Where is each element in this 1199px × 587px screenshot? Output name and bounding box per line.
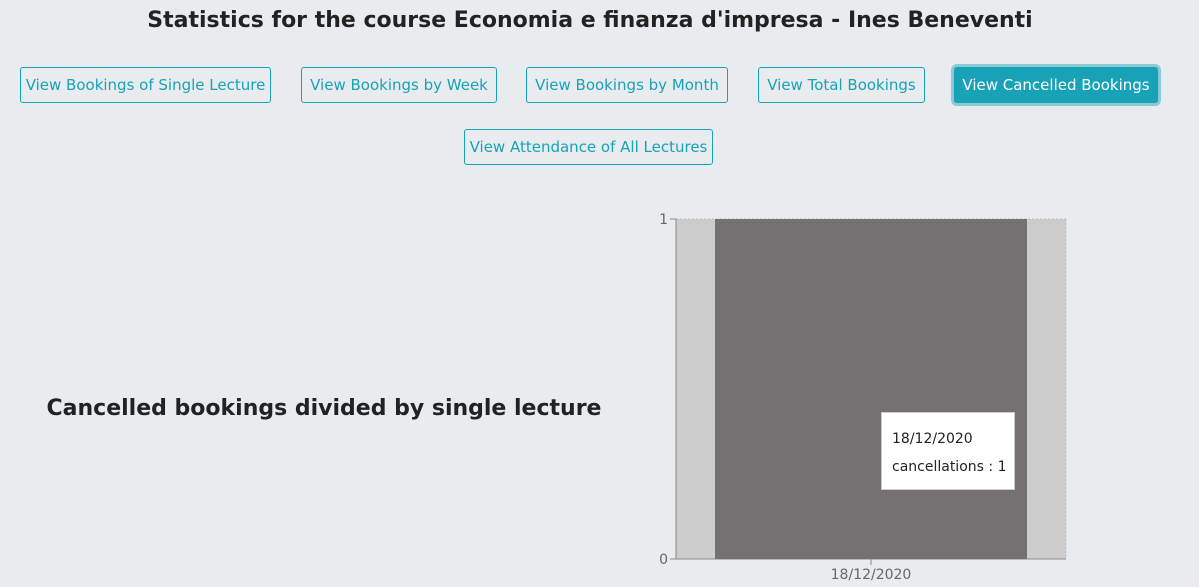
tooltip-value: 1	[997, 459, 1007, 475]
view-cancelled-bookings-button[interactable]: View Cancelled Bookings	[954, 67, 1158, 103]
view-bookings-by-month-button[interactable]: View Bookings by Month	[526, 67, 728, 103]
y-tick-label: 0	[659, 552, 668, 568]
view-bookings-single-lecture-button[interactable]: View Bookings of Single Lecture	[20, 67, 271, 103]
tooltip-series-label: cancellations	[892, 459, 984, 475]
tooltip-value-line: cancellations : 1	[892, 453, 1007, 481]
x-tick-label: 18/12/2020	[831, 567, 912, 583]
page-title: Statistics for the course Economia e fin…	[147, 8, 1033, 33]
view-bookings-by-week-button[interactable]: View Bookings by Week	[301, 67, 497, 103]
y-tick-label: 1	[659, 212, 668, 228]
x-ticks-group: 18/12/2020	[831, 559, 912, 583]
bar-cancellations-0[interactable]	[715, 219, 1027, 559]
tooltip-date: 18/12/2020	[892, 431, 973, 447]
cancelled-bookings-chart: 01 18/12/2020	[659, 212, 1067, 583]
view-attendance-all-lectures-button[interactable]: View Attendance of All Lectures	[464, 129, 713, 165]
bars-group	[715, 219, 1027, 559]
y-ticks-group: 01	[659, 212, 676, 568]
view-total-bookings-button[interactable]: View Total Bookings	[758, 67, 925, 103]
chart-tooltip: 18/12/2020 cancellations : 1	[881, 412, 1015, 490]
chart-heading: Cancelled bookings divided by single lec…	[46, 396, 602, 421]
tooltip-separator: :	[983, 459, 998, 475]
